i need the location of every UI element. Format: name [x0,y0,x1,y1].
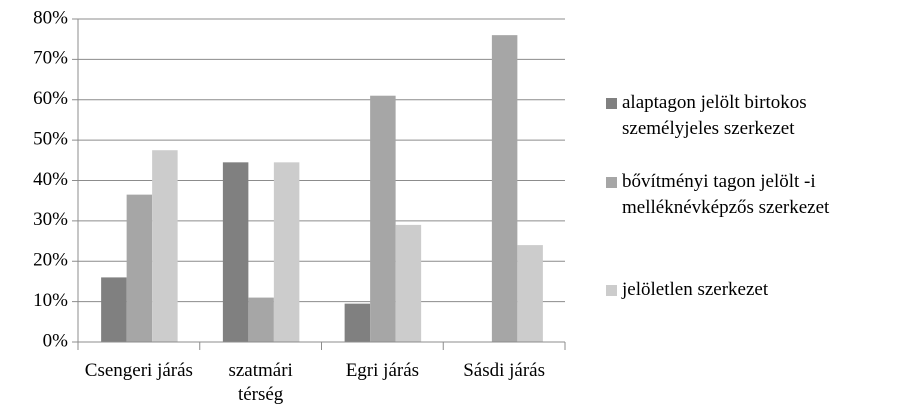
legend-swatch [606,98,617,109]
y-tick-label: 50% [33,128,68,149]
bar [248,297,274,342]
y-tick-label: 10% [33,290,68,311]
legend-entry: bővítményi tagon jelölt -i melléknévképz… [606,169,896,221]
legend-swatch [606,177,617,188]
bar [126,194,153,342]
y-tick-label: 60% [33,88,68,109]
legend-label: bővítményi tagon jelölt -i melléknévképz… [622,171,830,218]
x-tick-label: Sásdi járás [463,360,546,381]
bar [101,277,127,342]
y-tick-label: 70% [33,48,68,69]
y-tick-label: 20% [33,250,68,271]
y-tick-label: 40% [33,169,68,190]
x-tick-label: Csengeri járás [84,360,193,381]
legend-entry: alaptagon jelölt birtokos személyjeles s… [606,90,896,142]
bar [273,162,300,342]
bar [395,224,422,342]
y-tick-label: 80% [33,7,68,28]
bar [517,245,543,342]
bar [370,95,396,343]
bar [344,303,371,342]
y-tick-label: 0% [43,330,69,351]
legend-label: alaptagon jelölt birtokos személyjeles s… [622,92,807,139]
x-tick-label: Egri járás [345,360,420,381]
legend-label: jelöletlen szerkezet [622,279,769,300]
y-tick-label: 30% [33,209,68,230]
bar [491,35,518,343]
x-tick-label: szatmári térség [228,360,293,405]
bar [222,162,249,342]
legend-entry: jelöletlen szerkezet [606,277,896,303]
bar [152,150,178,342]
legend-swatch [606,285,617,296]
